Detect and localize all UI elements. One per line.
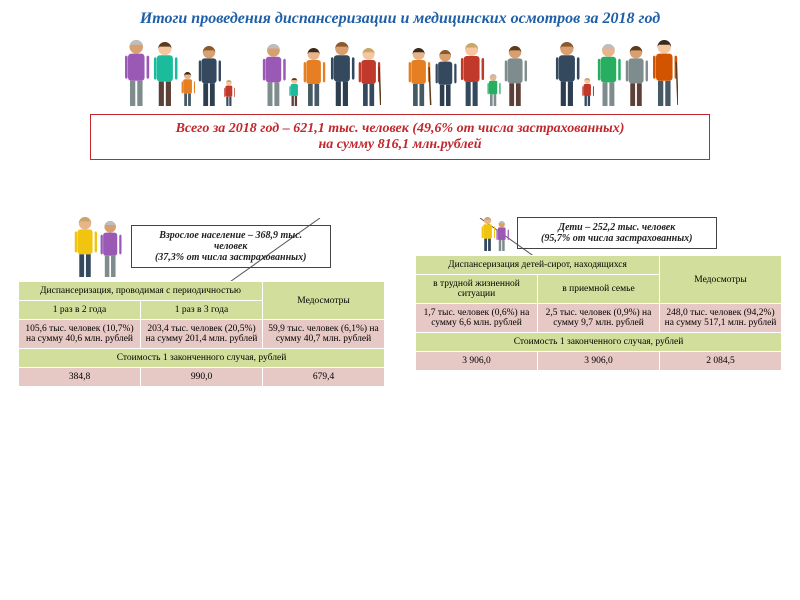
- person-icon: [72, 215, 98, 277]
- adults-costhdr: Стоимость 1 законченного случая, рублей: [19, 349, 385, 368]
- children-sub2: в приемной семье: [538, 275, 660, 304]
- children-sub1: в трудной жизненной ситуации: [416, 275, 538, 304]
- person-icon: [356, 46, 381, 106]
- person-icon: [288, 76, 301, 106]
- person-icon: [553, 40, 581, 106]
- summary-line2: на сумму 816,1 млн.рублей: [101, 137, 699, 153]
- summary-line1: Всего за 2018 год – 621,1 тыс. человек (…: [101, 121, 699, 137]
- person-icon: [595, 42, 622, 106]
- children-v2: 3 906,0: [538, 352, 660, 371]
- children-table: Диспансеризация детей-сирот, находящихся…: [415, 255, 782, 371]
- adults-h1: Диспансеризация, проводимая с периодично…: [19, 282, 263, 301]
- person-icon: [122, 38, 151, 106]
- summary-box: Всего за 2018 год – 621,1 тыс. человек (…: [90, 114, 710, 160]
- adults-c2: 203,4 тыс. человек (20,5%) на сумму 201,…: [141, 320, 263, 349]
- person-icon: [581, 76, 594, 106]
- children-v3: 2 084,5: [660, 352, 782, 371]
- people-illustration-row: [0, 33, 800, 106]
- page-title: Итоги проведения диспансеризации и медиц…: [0, 0, 800, 33]
- adults-v1: 384,8: [19, 368, 141, 387]
- person-icon: [196, 44, 222, 106]
- children-c2: 2,5 тыс. человек (0,9%) на сумму 9,7 млн…: [538, 304, 660, 333]
- person-icon: [406, 46, 431, 106]
- person-icon: [151, 40, 179, 106]
- adults-c1: 105,6 тыс. человек (10,7%) на сумму 40,6…: [19, 320, 141, 349]
- children-costhdr: Стоимость 1 законченного случая, рублей: [416, 333, 782, 352]
- adults-sub2: 1 раз в 3 года: [141, 301, 263, 320]
- adults-v3: 679,4: [263, 368, 385, 387]
- person-icon: [650, 38, 679, 106]
- adults-box-l2: человек: [140, 241, 322, 252]
- person-icon: [480, 215, 495, 251]
- person-icon: [495, 219, 508, 251]
- person-icon: [458, 41, 485, 106]
- adults-box-l1: Взрослое население – 368,9 тыс.: [140, 230, 322, 241]
- person-icon: [223, 78, 235, 106]
- person-icon: [433, 48, 457, 106]
- person-icon: [301, 46, 326, 106]
- children-box-l2: (95,7% от числа застрахованных): [526, 233, 708, 244]
- adults-c3: 59,9 тыс. человек (6,1%) на сумму 40,7 м…: [263, 320, 385, 349]
- adults-sub1: 1 раз в 2 года: [19, 301, 141, 320]
- person-icon: [502, 44, 528, 106]
- adults-table: Диспансеризация, проводимая с периодично…: [18, 281, 385, 387]
- adults-h2: Медосмотры: [263, 282, 385, 320]
- children-branch: Дети – 252,2 тыс. человек (95,7% от числ…: [415, 215, 782, 387]
- children-v1: 3 906,0: [416, 352, 538, 371]
- person-icon: [328, 40, 356, 106]
- adults-branch: Взрослое население – 368,9 тыс. человек …: [18, 215, 385, 387]
- person-icon: [98, 219, 122, 277]
- children-h1: Диспансеризация детей-сирот, находящихся: [416, 256, 660, 275]
- person-icon: [180, 70, 195, 106]
- children-c1: 1,7 тыс. человек (0,6%) на сумму 6,6 млн…: [416, 304, 538, 333]
- children-h2: Медосмотры: [660, 256, 782, 304]
- adults-box-l3: (37,3% от числа застрахованных): [140, 252, 322, 263]
- person-icon: [623, 44, 649, 106]
- adults-v2: 990,0: [141, 368, 263, 387]
- children-c3: 248,0 тыс. человек (94,2%) на сумму 517,…: [660, 304, 782, 333]
- adults-box: Взрослое население – 368,9 тыс. человек …: [131, 225, 331, 268]
- children-box: Дети – 252,2 тыс. человек (95,7% от числ…: [517, 217, 717, 249]
- person-icon: [486, 72, 500, 106]
- person-icon: [260, 42, 287, 106]
- children-box-l1: Дети – 252,2 тыс. человек: [526, 222, 708, 233]
